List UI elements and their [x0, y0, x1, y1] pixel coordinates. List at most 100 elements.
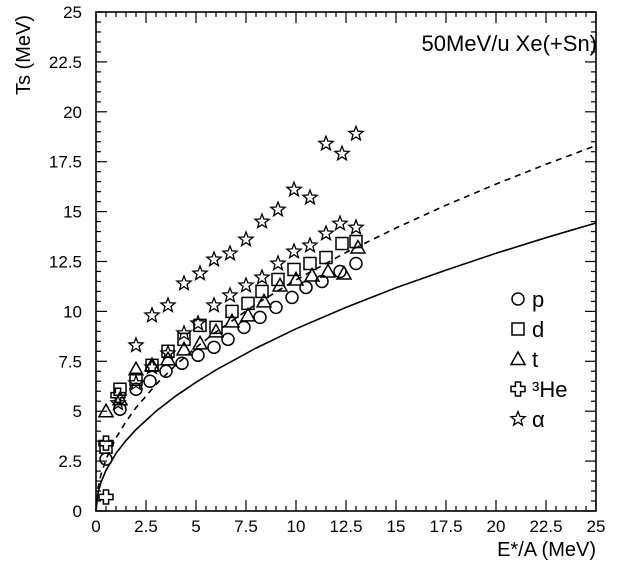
data-point-1 — [129, 372, 143, 387]
data-point-0 — [129, 382, 143, 396]
legend-symbol-3 — [510, 381, 526, 397]
data-point-4 — [109, 393, 127, 411]
data-point-0 — [207, 340, 221, 355]
data-point-2 — [319, 262, 337, 278]
y-tick-label: 25 — [63, 3, 82, 22]
data-point-3 — [98, 435, 114, 451]
data-point-4 — [285, 180, 303, 198]
y-tick-label: 5 — [73, 402, 82, 421]
data-point-2 — [97, 402, 115, 418]
data-point-4 — [221, 286, 239, 303]
y-tick-label: 12.5 — [49, 253, 82, 272]
y-tick-label: 17.5 — [49, 153, 82, 172]
data-point-4 — [159, 296, 177, 313]
data-point-0 — [191, 348, 205, 363]
data-point-2 — [191, 334, 209, 350]
data-point-1 — [335, 236, 349, 251]
data-point-2 — [349, 238, 367, 254]
data-point-4 — [331, 214, 349, 232]
data-point-2 — [303, 266, 321, 282]
data-point-4 — [347, 124, 365, 142]
x-tick-label: 15 — [387, 517, 406, 536]
x-tick-label: 25 — [587, 517, 606, 536]
data-point-3 — [98, 489, 114, 505]
x-tick-label: 7.5 — [234, 517, 258, 536]
data-point-4 — [189, 314, 207, 331]
curves — [95, 144, 597, 512]
data-point-1 — [303, 256, 317, 271]
legend-label-3he: ³He — [532, 377, 567, 402]
data-point-0 — [349, 256, 363, 271]
data-point-4 — [237, 276, 255, 293]
data-point-4 — [143, 306, 161, 323]
data-point-1 — [319, 250, 333, 265]
data-point-4 — [175, 274, 193, 291]
y-tick-label: 7.5 — [58, 352, 82, 371]
x-tick-label: 5 — [191, 517, 200, 536]
data-point-1 — [349, 234, 363, 249]
dashed-curve — [95, 144, 597, 512]
data-point-4 — [175, 324, 193, 341]
data-point-4 — [127, 336, 145, 353]
data-point-4 — [285, 242, 303, 260]
x-tick-label: 2.5 — [134, 517, 158, 536]
chart-annotation: 50MeV/u Xe(+Sn) — [422, 31, 597, 56]
data-point-4 — [191, 264, 209, 281]
data-point-4 — [333, 144, 351, 162]
data-point-1 — [225, 304, 239, 319]
data-point-0 — [143, 374, 157, 389]
data-markers — [97, 124, 367, 505]
data-point-1 — [287, 262, 301, 277]
data-point-4 — [205, 296, 223, 313]
data-point-1 — [271, 272, 285, 287]
x-tick-label: 10 — [287, 517, 306, 536]
data-point-3 — [110, 387, 126, 403]
data-point-4 — [253, 212, 271, 230]
data-point-4 — [269, 254, 287, 272]
data-point-2 — [335, 264, 353, 280]
data-point-2 — [255, 292, 273, 308]
x-tick-label: 20 — [487, 517, 506, 536]
y-tick-label: 10 — [63, 302, 82, 321]
data-point-4 — [301, 236, 319, 254]
data-point-4 — [127, 374, 145, 391]
data-point-4 — [269, 200, 287, 218]
data-point-4 — [317, 134, 335, 152]
data-point-4 — [143, 358, 161, 375]
legend-symbol-4 — [509, 409, 527, 427]
axis-ticks: 0 2.5 5 7.5 10 12.5 15 17.5 20 22.5 25 0 2.5 5 7.5 10 12… — [49, 3, 606, 536]
y-axis-label: Ts (MeV) — [13, 15, 35, 95]
plot-border — [95, 11, 597, 512]
data-point-4 — [159, 344, 177, 361]
y-tick-label: 20 — [63, 103, 82, 122]
data-point-4 — [205, 250, 223, 268]
data-point-4 — [347, 218, 365, 236]
x-tick-label: 17.5 — [429, 517, 462, 536]
data-point-2 — [159, 350, 177, 366]
legend-label-p: p — [532, 287, 544, 312]
data-point-2 — [223, 312, 241, 328]
data-point-0 — [175, 356, 189, 371]
x-tick-label: 12.5 — [329, 517, 362, 536]
data-point-1 — [99, 440, 113, 454]
data-point-0 — [99, 452, 113, 466]
data-point-2 — [287, 270, 305, 286]
data-point-2 — [175, 340, 193, 356]
data-point-4 — [253, 268, 271, 285]
data-point-4 — [237, 230, 255, 248]
y-tick-label: 15 — [63, 203, 82, 222]
x-axis-label: E*/A (MeV) — [497, 539, 596, 561]
x-tick-label: 0 — [91, 517, 100, 536]
data-point-0 — [285, 290, 299, 305]
legend-symbol-0 — [511, 292, 525, 306]
data-point-4 — [317, 224, 335, 242]
legend-symbols — [509, 292, 527, 427]
data-point-1 — [209, 320, 223, 335]
data-point-0 — [253, 310, 267, 325]
y-tick-label: 22.5 — [49, 53, 82, 72]
legend-label-alpha: α — [532, 407, 545, 432]
data-point-2 — [239, 306, 257, 322]
data-point-2 — [271, 276, 289, 292]
data-point-0 — [221, 332, 235, 347]
